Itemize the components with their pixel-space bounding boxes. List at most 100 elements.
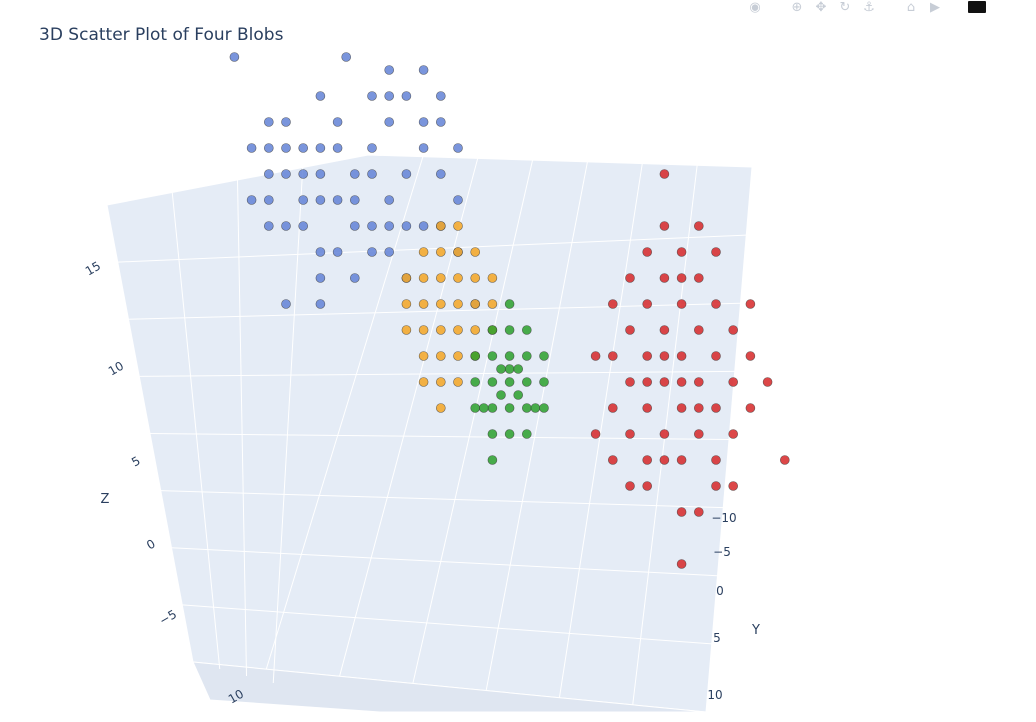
scatter-point[interactable] <box>435 169 446 179</box>
scatter-point[interactable] <box>642 299 653 309</box>
turntable-icon[interactable]: ⚓ <box>863 0 875 15</box>
scatter-point[interactable] <box>590 429 601 439</box>
scatter-point[interactable] <box>642 403 653 413</box>
scatter-point[interactable] <box>315 91 326 101</box>
scatter-point[interactable] <box>401 91 412 101</box>
scatter-point[interactable] <box>607 455 618 465</box>
scatter-point[interactable] <box>349 169 360 179</box>
scatter-point[interactable] <box>642 247 653 257</box>
scatter-point[interactable] <box>298 195 309 205</box>
scatter-point[interactable] <box>470 403 481 413</box>
scatter-point[interactable] <box>470 299 481 309</box>
scatter-point[interactable] <box>315 143 326 153</box>
scatter-point[interactable] <box>435 377 446 387</box>
scatter-point[interactable] <box>728 481 739 491</box>
scatter-point[interactable] <box>384 91 395 101</box>
scatter-point[interactable] <box>745 299 756 309</box>
scatter-point[interactable] <box>676 247 687 257</box>
scatter-point[interactable] <box>539 351 549 361</box>
scatter-point[interactable] <box>453 195 463 205</box>
scatter-point[interactable] <box>642 455 653 465</box>
scatter-point[interactable] <box>659 429 670 439</box>
scatter-point[interactable] <box>401 299 412 309</box>
scatter-point[interactable] <box>435 325 446 335</box>
scatter-point[interactable] <box>418 247 429 257</box>
scatter-point[interactable] <box>590 351 601 361</box>
scatter-point[interactable] <box>418 117 429 127</box>
scatter-point[interactable] <box>435 351 446 361</box>
scatter-point[interactable] <box>418 299 429 309</box>
scatter-point[interactable] <box>367 247 377 257</box>
scatter-point[interactable] <box>332 195 343 205</box>
scatter-point[interactable] <box>453 143 463 153</box>
scatter-point[interactable] <box>521 351 532 361</box>
scatter-point[interactable] <box>693 403 704 413</box>
scatter-point[interactable] <box>496 390 506 400</box>
scatter-point[interactable] <box>487 351 498 361</box>
scatter-point[interactable] <box>487 273 498 283</box>
scatter-point[interactable] <box>676 559 687 569</box>
camera-icon[interactable]: ◉ <box>749 0 761 15</box>
scatter-point[interactable] <box>496 364 506 374</box>
scatter-point[interactable] <box>453 273 463 283</box>
scatter-point[interactable] <box>418 377 429 387</box>
scatter-point[interactable] <box>521 377 532 387</box>
scatter-point[interactable] <box>435 247 446 257</box>
scatter-point[interactable] <box>401 325 412 335</box>
scatter-point[interactable] <box>711 247 721 257</box>
scatter-point[interactable] <box>332 247 343 257</box>
scatter-point[interactable] <box>728 325 739 335</box>
scatter-point[interactable] <box>418 325 429 335</box>
scatter-point[interactable] <box>384 117 395 127</box>
scatter-point[interactable] <box>453 351 463 361</box>
scatter-point[interactable] <box>676 299 687 309</box>
scatter-point[interactable] <box>384 65 395 75</box>
plotly-logo-icon[interactable] <box>968 1 986 13</box>
scatter-point[interactable] <box>659 351 670 361</box>
scatter-point[interactable] <box>263 117 274 127</box>
scatter-point[interactable] <box>521 403 532 413</box>
scatter-point[interactable] <box>384 247 395 257</box>
zoom-icon[interactable]: ⊕ <box>791 0 803 15</box>
scatter-point[interactable] <box>693 273 704 283</box>
scatter-point[interactable] <box>487 429 498 439</box>
scatter-point[interactable] <box>625 429 635 439</box>
scatter-point[interactable] <box>711 455 721 465</box>
scatter-point[interactable] <box>711 299 721 309</box>
scatter-point[interactable] <box>470 247 481 257</box>
scatter-point[interactable] <box>435 117 446 127</box>
scatter-point[interactable] <box>693 325 704 335</box>
scatter-point[interactable] <box>607 299 618 309</box>
scatter-point[interactable] <box>728 429 739 439</box>
scatter-point[interactable] <box>711 351 721 361</box>
scatter-point[interactable] <box>642 377 653 387</box>
scatter-point[interactable] <box>504 299 515 309</box>
scatter-point[interactable] <box>229 52 240 62</box>
scatter-point[interactable] <box>367 91 377 101</box>
scatter-point[interactable] <box>487 325 498 335</box>
scatter-point[interactable] <box>676 377 687 387</box>
scatter-point[interactable] <box>349 273 360 283</box>
scatter-point[interactable] <box>487 403 498 413</box>
scatter-point[interactable] <box>762 377 773 387</box>
scatter-point[interactable] <box>332 117 343 127</box>
scatter-point[interactable] <box>478 403 489 413</box>
scatter-point[interactable] <box>435 273 446 283</box>
scatter-point[interactable] <box>504 403 515 413</box>
scatter-point[interactable] <box>263 143 274 153</box>
scatter-point[interactable] <box>693 377 704 387</box>
scatter-point[interactable] <box>349 221 360 231</box>
scatter-point[interactable] <box>453 299 463 309</box>
scatter-point[interactable] <box>659 169 670 179</box>
scatter-point[interactable] <box>470 377 481 387</box>
scatter-point[interactable] <box>281 143 291 153</box>
scatter-point[interactable] <box>676 507 687 517</box>
scatter-point[interactable] <box>625 377 635 387</box>
scatter-point[interactable] <box>539 377 549 387</box>
scatter-point[interactable] <box>384 195 395 205</box>
scatter-point[interactable] <box>513 364 524 374</box>
scatter-point[interactable] <box>659 377 670 387</box>
scatter-point[interactable] <box>487 299 498 309</box>
scatter-point[interactable] <box>659 455 670 465</box>
